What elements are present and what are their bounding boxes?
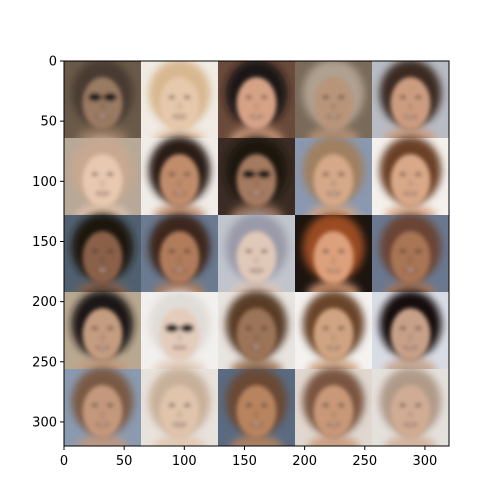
face-grid (64, 61, 449, 446)
x-tick-label: 50 (116, 454, 133, 469)
face-tile (295, 136, 373, 229)
y-tick-label: 50 (40, 115, 57, 130)
face-tile (218, 367, 296, 446)
face-tile (372, 367, 449, 446)
x-tick-label: 250 (352, 454, 377, 469)
y-tick-label: 250 (32, 355, 57, 370)
face-tile (64, 136, 142, 229)
x-tick-label: 150 (232, 454, 257, 469)
y-axis: 0 50 100 150 200 250 300 (32, 55, 64, 430)
y-tick-label: 200 (32, 295, 57, 310)
y-tick-label: 300 (32, 415, 57, 430)
x-tick-label: 200 (292, 454, 317, 469)
y-tick-label: 0 (49, 55, 57, 70)
x-tick-label: 300 (413, 454, 438, 469)
y-tick-label: 150 (32, 235, 57, 250)
face-tile (64, 61, 142, 152)
y-tick-label: 100 (32, 175, 57, 190)
face-tile (141, 367, 219, 446)
face-tile (295, 213, 373, 306)
face-tile (372, 290, 449, 383)
face-tile (141, 290, 219, 383)
face-tile (218, 290, 296, 383)
face-tile (295, 367, 373, 446)
x-tick-label: 0 (60, 454, 68, 469)
x-tick-label: 100 (172, 454, 197, 469)
x-axis: 0 50 100 150 200 250 300 (60, 446, 437, 469)
face-tile (295, 61, 373, 152)
face-tile (372, 61, 449, 152)
face-tile (64, 213, 142, 306)
face-tile (64, 367, 142, 446)
plot-frame (63, 60, 450, 447)
face-tile (295, 290, 373, 383)
